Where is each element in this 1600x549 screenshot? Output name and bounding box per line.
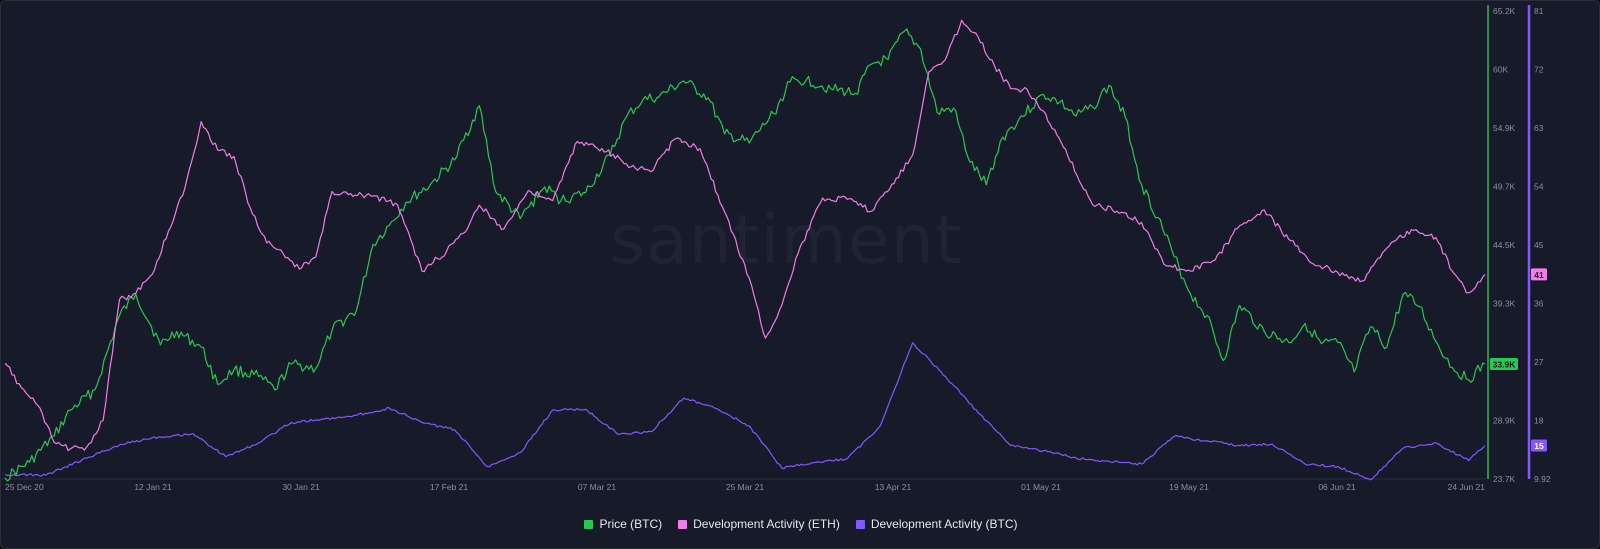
price-tick-label: 28.9K: [1493, 416, 1516, 426]
dev-tick-label: 18: [1534, 416, 1544, 426]
x-tick-label: 25 Dec 20: [5, 482, 44, 492]
x-tick-label: 25 Mar 21: [726, 482, 765, 492]
price-tick-label: 44.5K: [1493, 240, 1516, 250]
dev-tick-label: 54: [1534, 182, 1544, 192]
dev-tick-label: 9.92: [1534, 474, 1551, 484]
series-line-dev-activity-btc: [4, 342, 1486, 481]
price-current-badge-bg: [1490, 357, 1518, 370]
x-tick-label: 17 Feb 21: [430, 482, 469, 492]
dev-tick-label: 36: [1534, 299, 1544, 309]
chart-legend: Price (BTC) Development Activity (ETH) D…: [1, 517, 1599, 531]
x-tick-label: 06 Jun 21: [1318, 482, 1356, 492]
legend-swatch-price: [584, 519, 594, 529]
legend-label-dev-btc: Development Activity (BTC): [870, 517, 1018, 531]
price-tick-label: 49.7K: [1493, 182, 1516, 192]
price-tick-label: 23.7K: [1493, 474, 1516, 484]
legend-item-price[interactable]: Price (BTC): [584, 517, 662, 531]
legend-item-dev-eth[interactable]: Development Activity (ETH): [678, 517, 840, 531]
price-tick-label: 65.2K: [1493, 6, 1516, 16]
price-tick-label: 39.3K: [1493, 299, 1516, 309]
x-tick-label: 30 Jan 21: [282, 482, 320, 492]
x-tick-label: 24 Jun 21: [1448, 482, 1486, 492]
legend-label-dev-eth: Development Activity (ETH): [693, 517, 840, 531]
dev-eth-current-badge: 41: [1534, 270, 1544, 280]
dev-btc-current-badge: 15: [1534, 441, 1544, 451]
dev-tick-label: 72: [1534, 65, 1544, 75]
legend-label-price: Price (BTC): [599, 517, 663, 531]
dev-btc-current-badge-bg: [1531, 439, 1547, 452]
dev-tick-label: 45: [1534, 240, 1544, 250]
series-line-price-btc: [4, 28, 1486, 482]
series-line-dev-activity-eth: [4, 19, 1486, 452]
x-tick-label: 19 May 21: [1169, 482, 1209, 492]
x-tick-label: 07 Mar 21: [578, 482, 617, 492]
price-tick-label: 54.9K: [1493, 123, 1516, 133]
price-current-badge: 33.9K: [1493, 359, 1517, 369]
x-tick-label: 01 May 21: [1021, 482, 1061, 492]
dev-tick-label: 63: [1534, 123, 1544, 133]
dev-tick-label: 81: [1534, 6, 1544, 16]
x-tick-label: 13 Apr 21: [875, 482, 912, 492]
legend-swatch-dev-eth: [678, 519, 688, 529]
x-tick-label: 12 Jan 21: [134, 482, 172, 492]
dev-tick-label: 27: [1534, 357, 1544, 367]
legend-swatch-dev-btc: [855, 519, 865, 529]
dev-eth-current-badge-bg: [1531, 268, 1547, 281]
price-tick-label: 60K: [1493, 65, 1508, 75]
legend-item-dev-btc[interactable]: Development Activity (BTC): [855, 517, 1018, 531]
